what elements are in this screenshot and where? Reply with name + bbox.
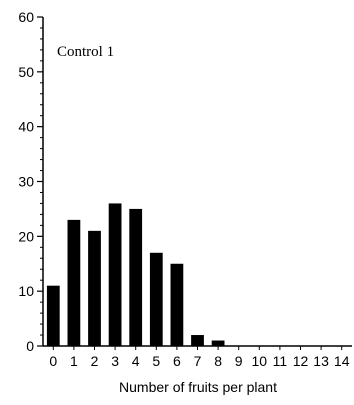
y-axis: 0 10 20 30 40 50 60 xyxy=(18,9,44,354)
x-tick-label: 14 xyxy=(334,353,350,369)
bar-2 xyxy=(88,230,101,346)
y-tick-label: 30 xyxy=(18,174,34,190)
y-tick-label: 60 xyxy=(18,9,34,25)
x-tick-label: 4 xyxy=(132,353,140,369)
bar-4 xyxy=(129,208,143,346)
x-tick-label: 11 xyxy=(273,353,288,369)
x-tick-label: 0 xyxy=(49,353,57,369)
y-tick-label: 40 xyxy=(18,119,34,135)
y-tick-label: 20 xyxy=(18,228,34,244)
bar-0 xyxy=(46,285,60,346)
y-tick-label: 10 xyxy=(18,283,34,299)
x-tick-label: 13 xyxy=(313,353,329,369)
x-tick-label: 1 xyxy=(70,353,78,369)
bar-8 xyxy=(211,340,225,346)
bar-6 xyxy=(170,263,184,346)
x-tick-label: 6 xyxy=(173,353,181,369)
x-tick-label: 3 xyxy=(111,353,119,369)
x-axis: 0 1 2 3 4 5 6 7 8 9 10 11 12 13 14 xyxy=(43,345,352,369)
bar-5 xyxy=(149,252,163,346)
y-tick-label: 50 xyxy=(18,64,34,80)
x-tick-label: 9 xyxy=(235,353,243,369)
x-tick-label: 10 xyxy=(252,353,268,369)
x-tick-label: 5 xyxy=(152,353,160,369)
chart-title: Control 1 xyxy=(57,44,114,60)
x-tick-label: 12 xyxy=(293,353,309,369)
x-tick-label: 8 xyxy=(214,353,222,369)
y-tick-label: 0 xyxy=(26,338,34,354)
bars xyxy=(46,203,225,346)
x-axis-title: Number of fruits per plant xyxy=(119,379,277,395)
x-tick-label: 7 xyxy=(194,353,202,369)
bar-7 xyxy=(191,335,204,346)
x-tick-label: 2 xyxy=(91,353,99,369)
bar-1 xyxy=(67,219,81,346)
bar-3 xyxy=(108,203,122,346)
